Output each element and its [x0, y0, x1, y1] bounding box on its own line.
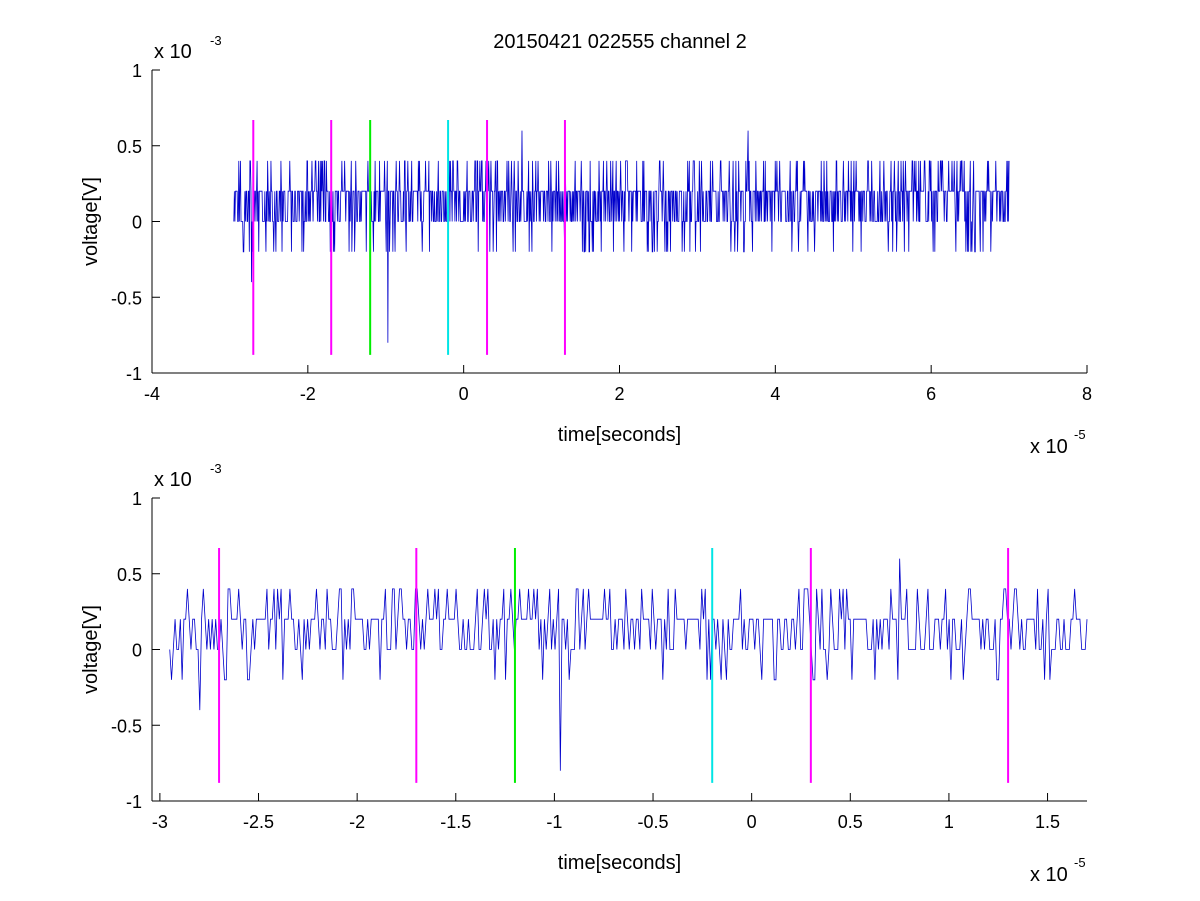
x-tick-label: -3 [152, 812, 168, 832]
x-tick-label: 4 [770, 384, 780, 404]
y-axis-label: voltage[V] [80, 177, 102, 266]
x-tick-label: 0 [747, 812, 757, 832]
x-tick-label: 0.5 [838, 812, 863, 832]
x-exponent-label: x 10 [1030, 436, 1068, 458]
bottom-plot: -3 -2.5 -2 -1.5 -1 -0.5 0 0.5 1 1.5 -1 -0.5 0 0.5 1 tim… [80, 461, 1088, 886]
y-exponent-label: x 10 [154, 469, 192, 491]
x-tick-label: 8 [1082, 384, 1092, 404]
y-tick-label: 0.5 [117, 565, 142, 585]
y-tick-label: 1 [132, 489, 142, 509]
top-plot: -4 -2 0 2 4 6 8 -1 -0.5 0 0.5 1 time[seconds] voltage… [80, 33, 1092, 458]
x-tick-label: -4 [144, 384, 160, 404]
y-exponent-label: x 10 [154, 41, 192, 63]
y-tick-label: -1 [126, 364, 142, 384]
y-axis-label: voltage[V] [80, 605, 102, 694]
y-tick-label: -0.5 [111, 288, 142, 308]
y-tick-label: 0 [132, 641, 142, 661]
signal-trace [169, 558, 1088, 771]
signal-trace [233, 130, 1010, 343]
y-exponent: -3 [210, 461, 222, 476]
x-tick-label: -1.5 [440, 812, 471, 832]
x-tick-label: 2 [614, 384, 624, 404]
y-tick-label: 0.5 [117, 137, 142, 157]
x-tick-label: -2 [349, 812, 365, 832]
y-tick-label: 1 [132, 61, 142, 81]
x-exponent: -5 [1074, 427, 1086, 442]
chart-title: 20150421 022555 channel 2 [493, 31, 747, 53]
x-tick-label: 0 [459, 384, 469, 404]
x-tick-label: 1 [944, 812, 954, 832]
y-exponent: -3 [210, 33, 222, 48]
x-exponent-label: x 10 [1030, 864, 1068, 886]
y-tick-label: 0 [132, 213, 142, 233]
x-tick-label: -1 [546, 812, 562, 832]
x-tick-label: 6 [926, 384, 936, 404]
x-tick-label: -2.5 [243, 812, 274, 832]
x-axis-label: time[seconds] [558, 852, 681, 874]
x-tick-label: 1.5 [1035, 812, 1060, 832]
x-exponent: -5 [1074, 855, 1086, 870]
y-tick-label: -0.5 [111, 716, 142, 736]
y-tick-label: -1 [126, 792, 142, 812]
x-axis-label: time[seconds] [558, 424, 681, 446]
x-tick-label: -0.5 [638, 812, 669, 832]
x-tick-label: -2 [300, 384, 316, 404]
